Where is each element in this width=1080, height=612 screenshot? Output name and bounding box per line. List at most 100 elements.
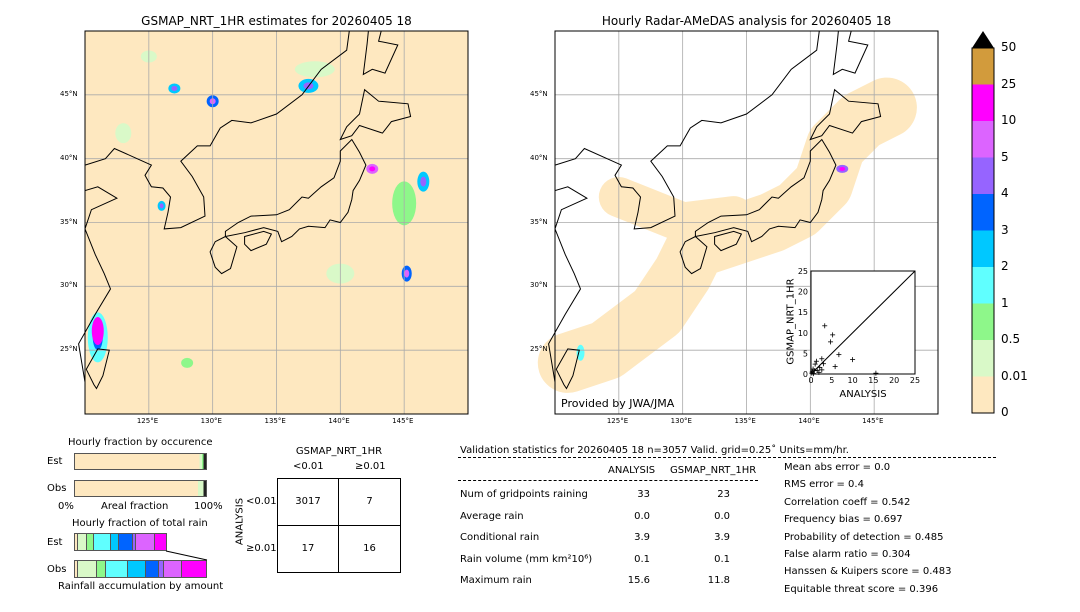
contingency-row-title: ANALYSIS (234, 497, 246, 546)
scatter-point (822, 323, 828, 329)
stats-a: 33 (637, 489, 650, 500)
divider (458, 480, 758, 481)
occ-est-bar (74, 453, 207, 470)
colorbar-label: 50 (1001, 40, 1017, 54)
occ-obs-bar (74, 480, 207, 497)
scatter-xtick: 10 (848, 376, 858, 385)
stats-a: 3.9 (634, 532, 650, 543)
score-item: Correlation coeff = 0.542 (784, 496, 911, 508)
col-analysis: ANALYSIS (608, 465, 656, 476)
scatter-xtick: 25 (910, 376, 920, 385)
colorbar-swatch (972, 340, 994, 377)
rain-obs-bar (74, 560, 207, 578)
rain-segment (128, 561, 146, 577)
cell-miss: 17 (278, 525, 339, 572)
score-item: RMS error = 0.4 (784, 479, 864, 491)
scatter-point (830, 332, 836, 338)
rain-segment (133, 534, 136, 550)
gsmap-estimate-map (78, 30, 469, 415)
stats-a: 0.1 (634, 553, 650, 565)
lat-tick: 35°N (530, 217, 548, 226)
colorbar-swatch (972, 157, 994, 194)
divider (458, 457, 996, 458)
rain-cell (294, 61, 335, 78)
colorbar-swatch (972, 303, 994, 340)
cell-false-alarm: 7 (339, 479, 400, 526)
contingency-col-title: GSMAP_NRT_1HR (295, 446, 383, 457)
lon-tick: 135°E (734, 417, 756, 425)
lon-tick: 140°E (328, 417, 350, 425)
scatter-point (828, 339, 834, 345)
rain-segment (94, 534, 111, 550)
scatter-ytick: 0 (803, 370, 808, 379)
col-gsmap: GSMAP_NRT_1HR (670, 465, 757, 476)
rain-segment (146, 561, 159, 577)
rain-segment (111, 534, 119, 550)
scatter-ylabel: GSMAP_NRT_1HR (785, 278, 797, 365)
colorbar-swatch (972, 376, 994, 413)
right-map-title: Hourly Radar-AMeDAS analysis for 2026040… (601, 14, 892, 28)
lat-tick: 30°N (530, 281, 548, 290)
colorbar-swatch (972, 48, 994, 85)
scatter-point (832, 364, 838, 370)
rain-segment (159, 561, 164, 577)
rain-segment (155, 534, 167, 550)
scatter-ytick: 5 (803, 349, 808, 358)
gridlines (555, 31, 938, 414)
colorbar-swatch (972, 267, 994, 304)
stats-header: Validation statistics for 20260405 18 n=… (460, 445, 849, 456)
score-item: Probability of detection = 0.485 (784, 531, 944, 543)
total-rain-title: Hourly fraction of total rain (72, 518, 208, 529)
lat-tick: 25°N (60, 345, 78, 354)
stats-a: 15.6 (627, 575, 650, 586)
colorbar-label: 10 (1001, 113, 1017, 127)
lon-tick: 125°E (606, 417, 629, 425)
rain-segment (106, 561, 128, 577)
colorbar-label: 1 (1001, 295, 1009, 310)
scatter-plot: 00 5 5 10 10 15 15 20 20 25 25 (798, 267, 920, 385)
lat-tick: 25°N (530, 345, 548, 354)
lat-tick: 40°N (530, 153, 548, 162)
credit-text: Provided by JWA/JMA (561, 397, 675, 410)
scatter-ytick: 20 (798, 288, 808, 297)
rain-segment (97, 561, 106, 577)
colorbar-label: 5 (1001, 149, 1009, 164)
rain-segment (75, 534, 78, 550)
row-label-ge: ≥0.01 (246, 543, 277, 554)
stats-label: Average rain (460, 510, 524, 522)
stats-g: 23 (717, 489, 730, 500)
stats-label: Conditional rain (460, 532, 540, 543)
scatter-point (873, 370, 879, 376)
rain-obs-label: Obs (47, 564, 67, 575)
occ-xlabel: Areal fraction (101, 501, 169, 512)
rain-cell (181, 357, 194, 368)
scatter-point (836, 352, 842, 358)
occ-obs-label: Obs (47, 483, 67, 494)
score-item: Frequency bias = 0.697 (784, 514, 903, 526)
stats-label: Rain volume (mm km²10⁶) (460, 553, 593, 565)
rain-connectors (165, 550, 208, 561)
occ-x1: 100% (194, 501, 223, 512)
colorbar-label: 3 (1001, 222, 1009, 237)
rain-segment (78, 561, 97, 577)
scatter-xtick: 20 (889, 376, 899, 385)
scatter-point (819, 367, 825, 373)
colorbar-extend-arrow (972, 31, 994, 48)
occ-x0: 0% (58, 501, 74, 512)
stats-label: Maximum rain (460, 575, 532, 586)
stats-label: Num of gridpoints raining (460, 489, 588, 500)
scatter-xtick: 0 (808, 376, 813, 385)
lon-tick: 130°E (670, 417, 692, 425)
rain-cell (115, 123, 132, 144)
colorbar-swatch (972, 121, 994, 158)
scatter-point (812, 361, 818, 367)
colorbar-label: 0 (1001, 405, 1009, 419)
gridlines (85, 31, 468, 414)
cell-hit-none: 3017 (278, 479, 339, 526)
scatter-point (850, 357, 856, 363)
scatter-point (820, 361, 826, 367)
rain-est-bar (74, 533, 167, 551)
col-label-ge: ≥0.01 (355, 461, 386, 472)
stats-g: 11.8 (707, 575, 730, 586)
colorbar-swatch (972, 194, 994, 231)
